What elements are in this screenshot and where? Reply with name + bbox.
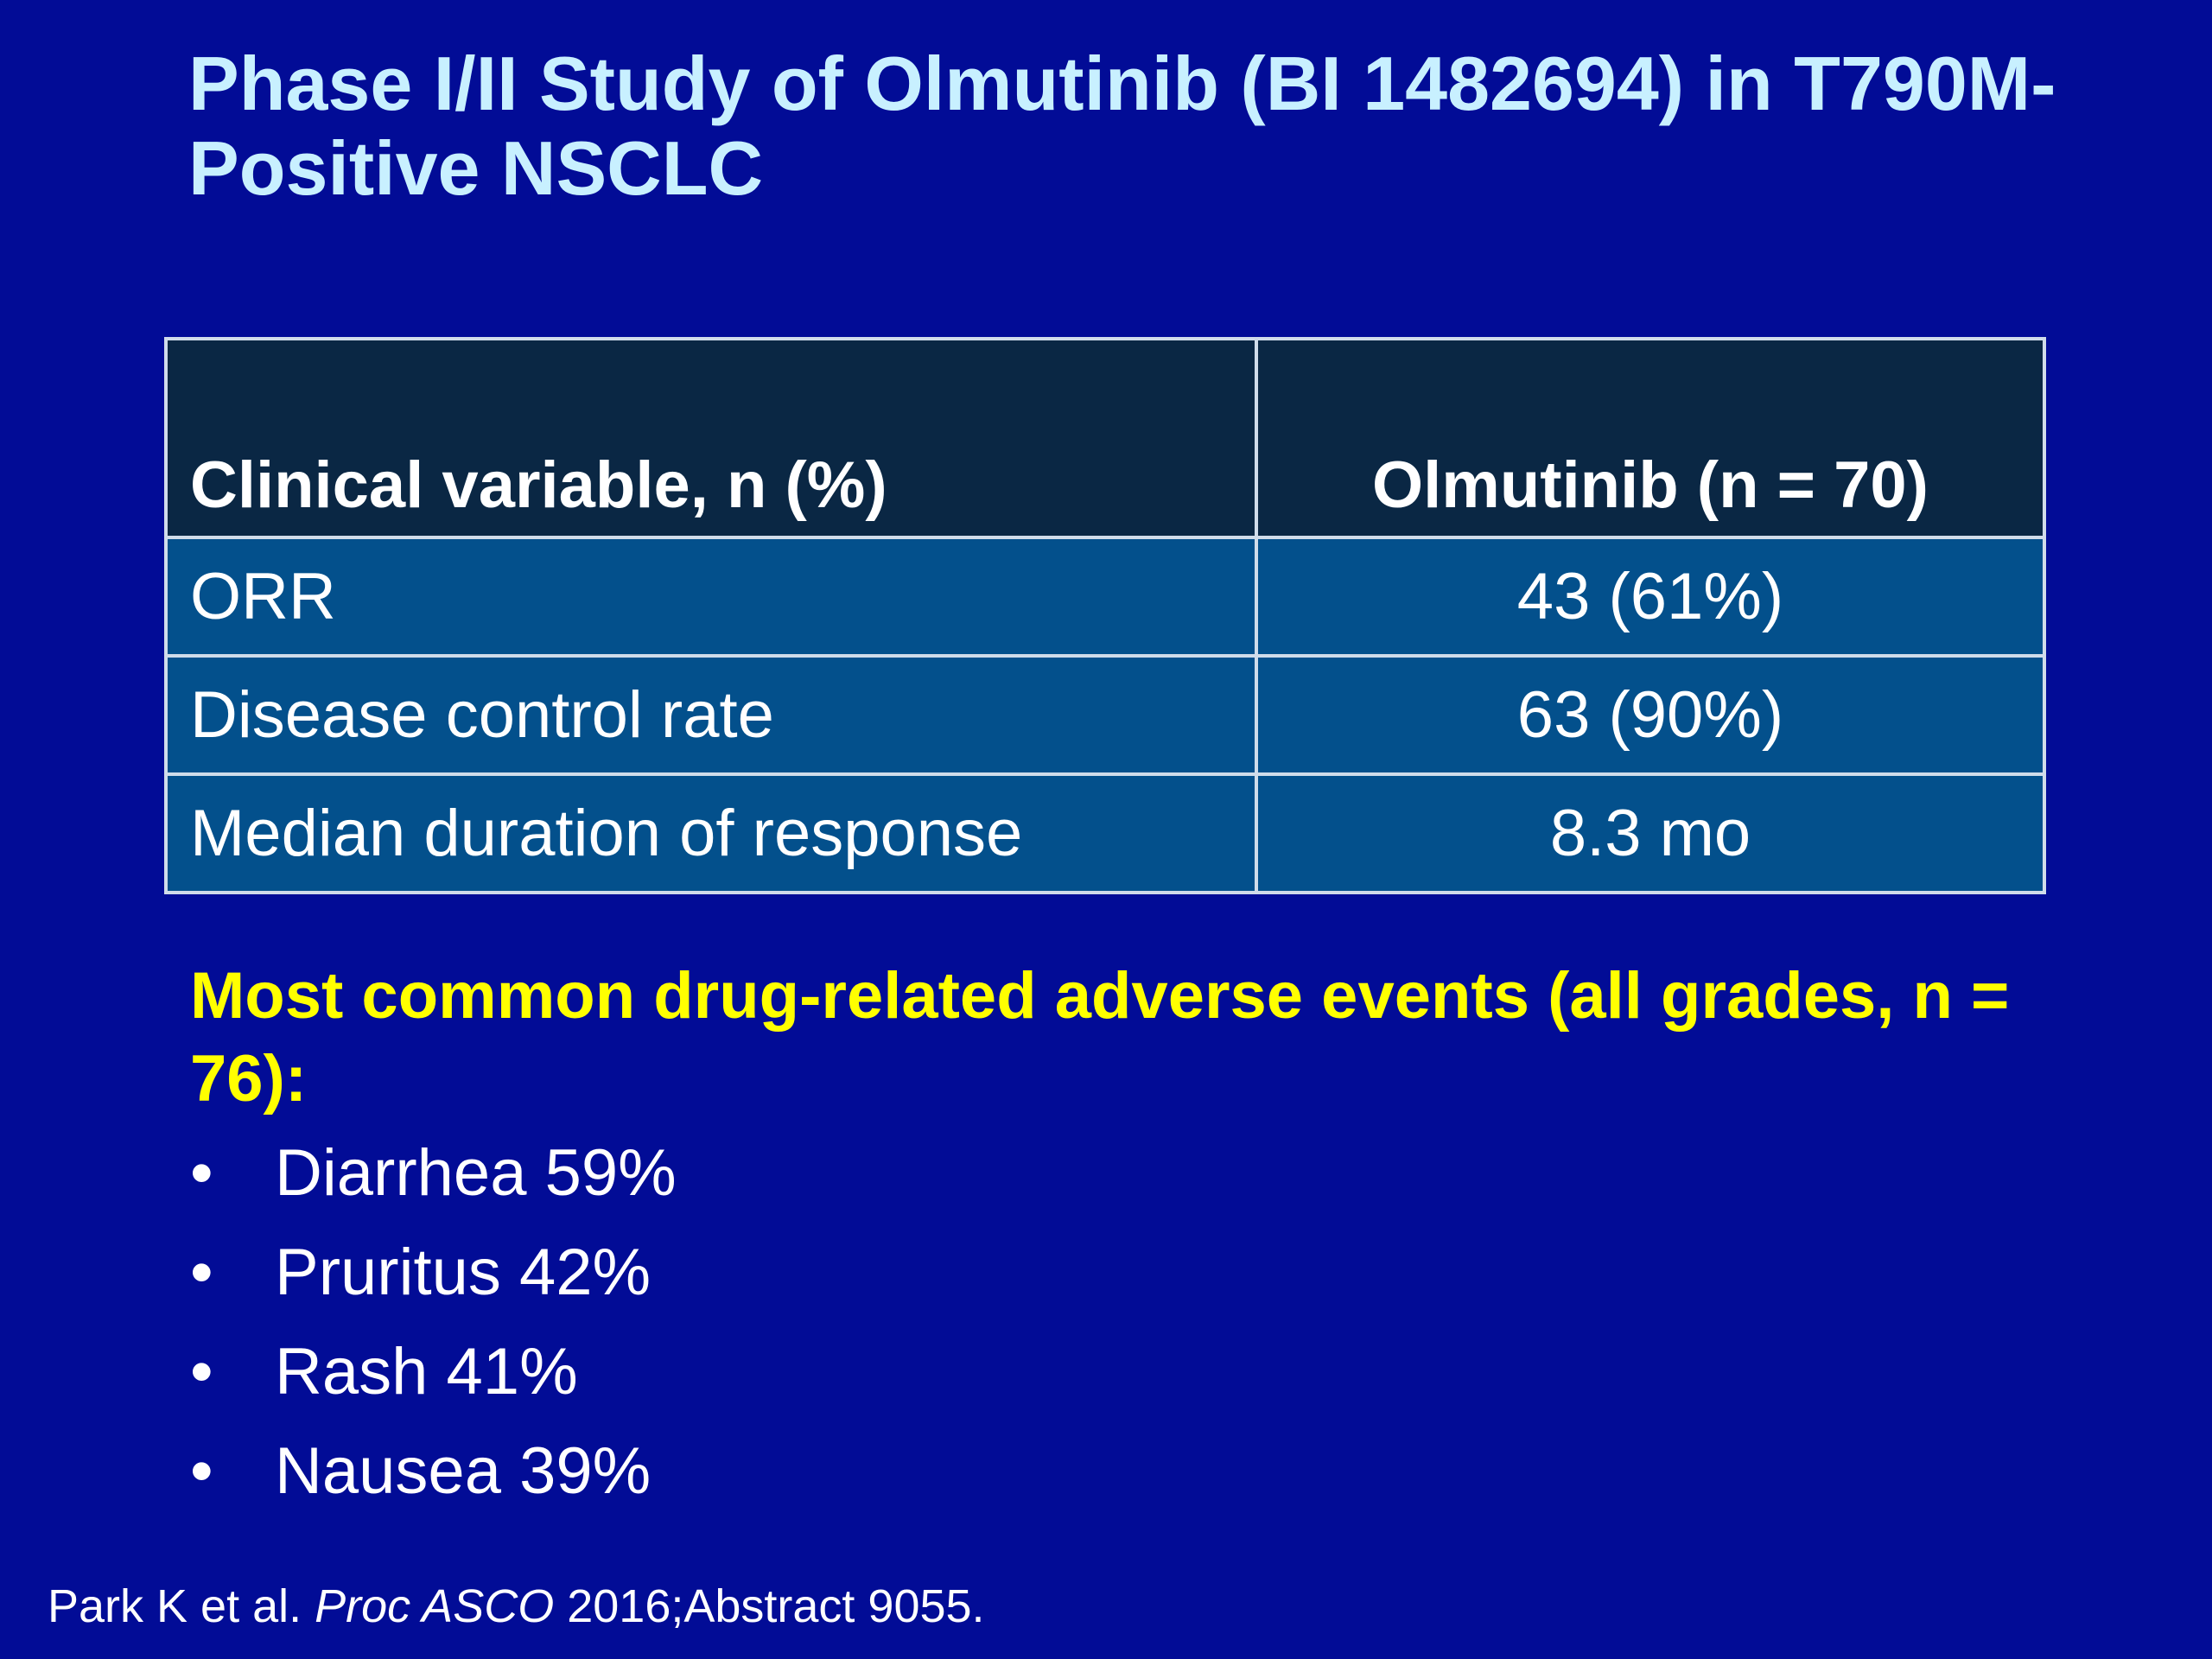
- bullet-icon: •: [190, 1236, 213, 1309]
- list-item: • Rash 41%: [190, 1322, 677, 1421]
- column-header-olmutinib: Olmutinib (n = 70): [1255, 337, 2046, 539]
- table-row: Disease control rate 63 (90%): [164, 654, 2046, 776]
- bullet-icon: •: [190, 1136, 213, 1210]
- row-value: 43 (61%): [1255, 536, 2046, 658]
- citation-authors: Park K et al.: [48, 1580, 315, 1632]
- citation-journal: Proc ASCO: [315, 1580, 555, 1632]
- column-header-variable: Clinical variable, n (%): [164, 337, 1258, 539]
- citation: Park K et al. Proc ASCO 2016;Abstract 90…: [48, 1580, 985, 1633]
- row-label: Median duration of response: [164, 772, 1258, 894]
- list-item-text: Rash 41%: [275, 1335, 578, 1408]
- slide-title: Phase I/II Study of Olmutinib (BI 148269…: [188, 41, 2056, 211]
- row-label: ORR: [164, 536, 1258, 658]
- results-table: Clinical variable, n (%) Olmutinib (n = …: [164, 337, 2046, 894]
- row-value: 8.3 mo: [1255, 772, 2046, 894]
- table-row: ORR 43 (61%): [164, 536, 2046, 658]
- list-item: • Diarrhea 59%: [190, 1123, 677, 1223]
- list-item-text: Nausea 39%: [275, 1434, 652, 1508]
- table-header-row: Clinical variable, n (%) Olmutinib (n = …: [164, 337, 2046, 539]
- row-value: 63 (90%): [1255, 654, 2046, 776]
- bullet-icon: •: [190, 1335, 213, 1408]
- adverse-events-list: • Diarrhea 59% • Pruritus 42% • Rash 41%…: [190, 1123, 677, 1521]
- list-item-text: Diarrhea 59%: [275, 1136, 677, 1210]
- list-item-text: Pruritus 42%: [275, 1236, 652, 1309]
- list-item: • Nausea 39%: [190, 1421, 677, 1521]
- list-item: • Pruritus 42%: [190, 1223, 677, 1322]
- adverse-events-heading: Most common drug-related adverse events …: [190, 959, 2010, 1116]
- citation-details: 2016;Abstract 9055.: [554, 1580, 985, 1632]
- row-label: Disease control rate: [164, 654, 1258, 776]
- bullet-icon: •: [190, 1434, 213, 1508]
- table-row: Median duration of response 8.3 mo: [164, 772, 2046, 894]
